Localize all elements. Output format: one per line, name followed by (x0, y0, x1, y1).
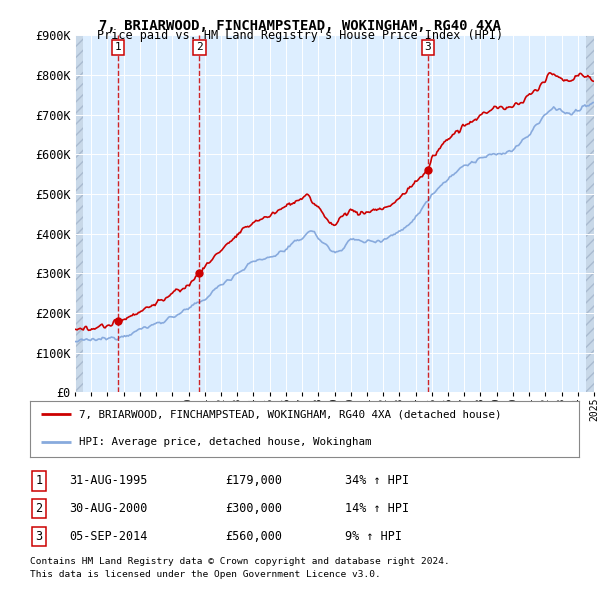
Text: 1: 1 (35, 474, 43, 487)
Text: £179,000: £179,000 (225, 474, 282, 487)
Text: 3: 3 (424, 42, 431, 53)
Text: £300,000: £300,000 (225, 502, 282, 515)
Text: 9% ↑ HPI: 9% ↑ HPI (345, 530, 402, 543)
Text: 3: 3 (35, 530, 43, 543)
Text: Price paid vs. HM Land Registry's House Price Index (HPI): Price paid vs. HM Land Registry's House … (97, 30, 503, 42)
Text: 7, BRIARWOOD, FINCHAMPSTEAD, WOKINGHAM, RG40 4XA: 7, BRIARWOOD, FINCHAMPSTEAD, WOKINGHAM, … (99, 19, 501, 33)
Text: HPI: Average price, detached house, Wokingham: HPI: Average price, detached house, Woki… (79, 437, 372, 447)
Text: 2: 2 (196, 42, 203, 53)
Text: 2: 2 (35, 502, 43, 515)
Text: 05-SEP-2014: 05-SEP-2014 (69, 530, 148, 543)
Text: 30-AUG-2000: 30-AUG-2000 (69, 502, 148, 515)
Bar (75, 35, 83, 392)
Text: 34% ↑ HPI: 34% ↑ HPI (345, 474, 409, 487)
Text: 14% ↑ HPI: 14% ↑ HPI (345, 502, 409, 515)
Text: 1: 1 (115, 42, 122, 53)
Text: 7, BRIARWOOD, FINCHAMPSTEAD, WOKINGHAM, RG40 4XA (detached house): 7, BRIARWOOD, FINCHAMPSTEAD, WOKINGHAM, … (79, 409, 502, 419)
Text: 31-AUG-1995: 31-AUG-1995 (69, 474, 148, 487)
Text: Contains HM Land Registry data © Crown copyright and database right 2024.: Contains HM Land Registry data © Crown c… (30, 558, 450, 566)
Text: £560,000: £560,000 (225, 530, 282, 543)
Bar (586, 35, 600, 392)
Text: This data is licensed under the Open Government Licence v3.0.: This data is licensed under the Open Gov… (30, 571, 381, 579)
